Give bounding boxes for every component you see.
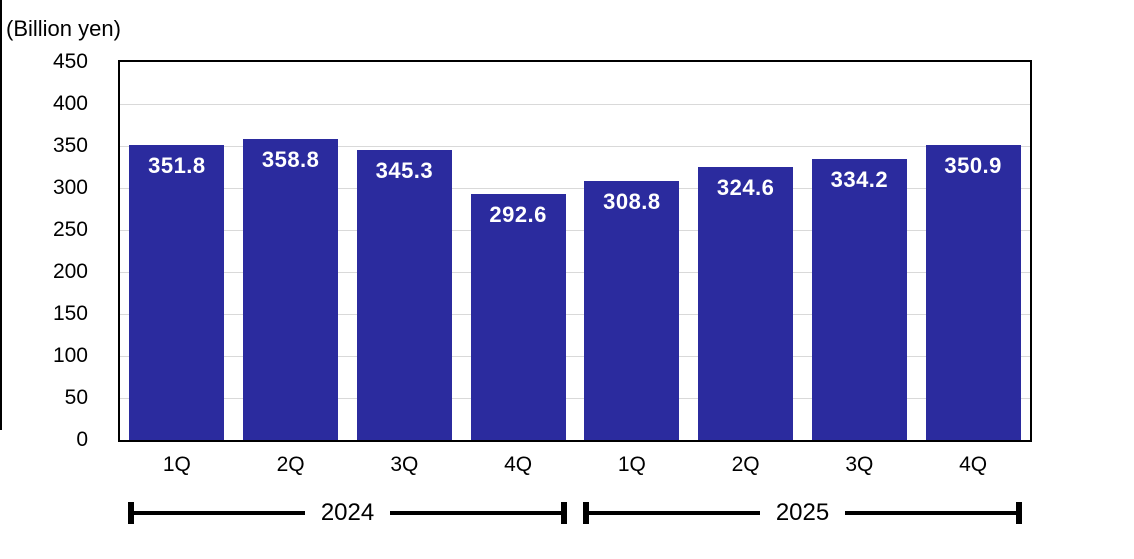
bar-value-label: 292.6 (489, 202, 547, 228)
bar-2Q-2024: 358.8 (243, 138, 339, 440)
bracket-line (134, 511, 305, 515)
x-tick-label-4: 1Q (617, 453, 646, 476)
x-tick-label-1: 2Q (276, 453, 305, 476)
bracket-right-cap (1015, 502, 1022, 524)
bar-4Q-2024: 292.6 (470, 194, 566, 440)
y-tick-label-450: 450 (52, 50, 88, 73)
bracket-line (589, 511, 760, 515)
bar-value-label: 324.6 (716, 175, 775, 201)
y-tick-label-350: 350 (52, 134, 88, 157)
bar-value-label: 345.3 (375, 157, 434, 183)
year-label-2024: 2024 (320, 499, 375, 526)
x-tick-label-7: 4Q (959, 453, 988, 476)
gridline-50 (120, 397, 1030, 399)
gridline-400 (120, 103, 1030, 105)
y-tick-label-300: 300 (52, 176, 88, 199)
x-tick-label-3: 4Q (504, 453, 533, 476)
x-tick-label-0: 1Q (162, 453, 191, 476)
bar-3Q-2024: 345.3 (356, 149, 452, 440)
y-tick-label-250: 250 (52, 218, 88, 241)
bracket-right-cap (560, 502, 567, 524)
gridline-350 (120, 145, 1030, 147)
x-tick-label-6: 3Q (845, 453, 874, 476)
bar-value-label: 351.8 (148, 152, 206, 178)
plot-area: 351.8 358.8 345.3 292.6 308.8 324.6 334.2 350.9 (118, 60, 1032, 442)
gridline-200 (120, 271, 1030, 273)
gridline-150 (120, 313, 1030, 315)
bar-4Q-2025: 350.9 (925, 145, 1021, 440)
y-tick-label-0: 0 (76, 428, 88, 451)
bracket-line (390, 511, 561, 515)
bar-value-label: 308.8 (603, 188, 661, 214)
y-tick-label-50: 50 (64, 386, 88, 409)
year-bracket-2025: 2025 (583, 499, 1022, 526)
bar-value-label: 334.2 (830, 167, 889, 193)
bar-1Q-2024: 351.8 (129, 144, 225, 440)
bracket-line (845, 511, 1016, 515)
year-label-2025: 2025 (775, 499, 830, 526)
bar-1Q-2025: 308.8 (584, 180, 680, 440)
gridline-100 (120, 355, 1030, 357)
bar-value-label: 350.9 (944, 153, 1002, 179)
y-tick-label-200: 200 (52, 260, 88, 283)
left-border-line (0, 0, 2, 430)
bar-2Q-2025: 324.6 (698, 167, 794, 440)
x-tick-label-2: 3Q (390, 453, 419, 476)
y-tick-label-150: 150 (52, 302, 88, 325)
bracket-left-cap (128, 502, 135, 524)
y-tick-label-100: 100 (52, 344, 88, 367)
gridline-300 (120, 187, 1030, 189)
y-tick-label-400: 400 (52, 92, 88, 115)
y-axis-units-label: (Billion yen) (6, 16, 121, 41)
year-bracket-2024: 2024 (128, 499, 567, 526)
bar-3Q-2025: 334.2 (811, 159, 907, 440)
bar-value-label: 358.8 (261, 146, 320, 172)
bracket-left-cap (583, 502, 590, 524)
gridline-250 (120, 229, 1030, 231)
x-tick-label-5: 2Q (731, 453, 760, 476)
